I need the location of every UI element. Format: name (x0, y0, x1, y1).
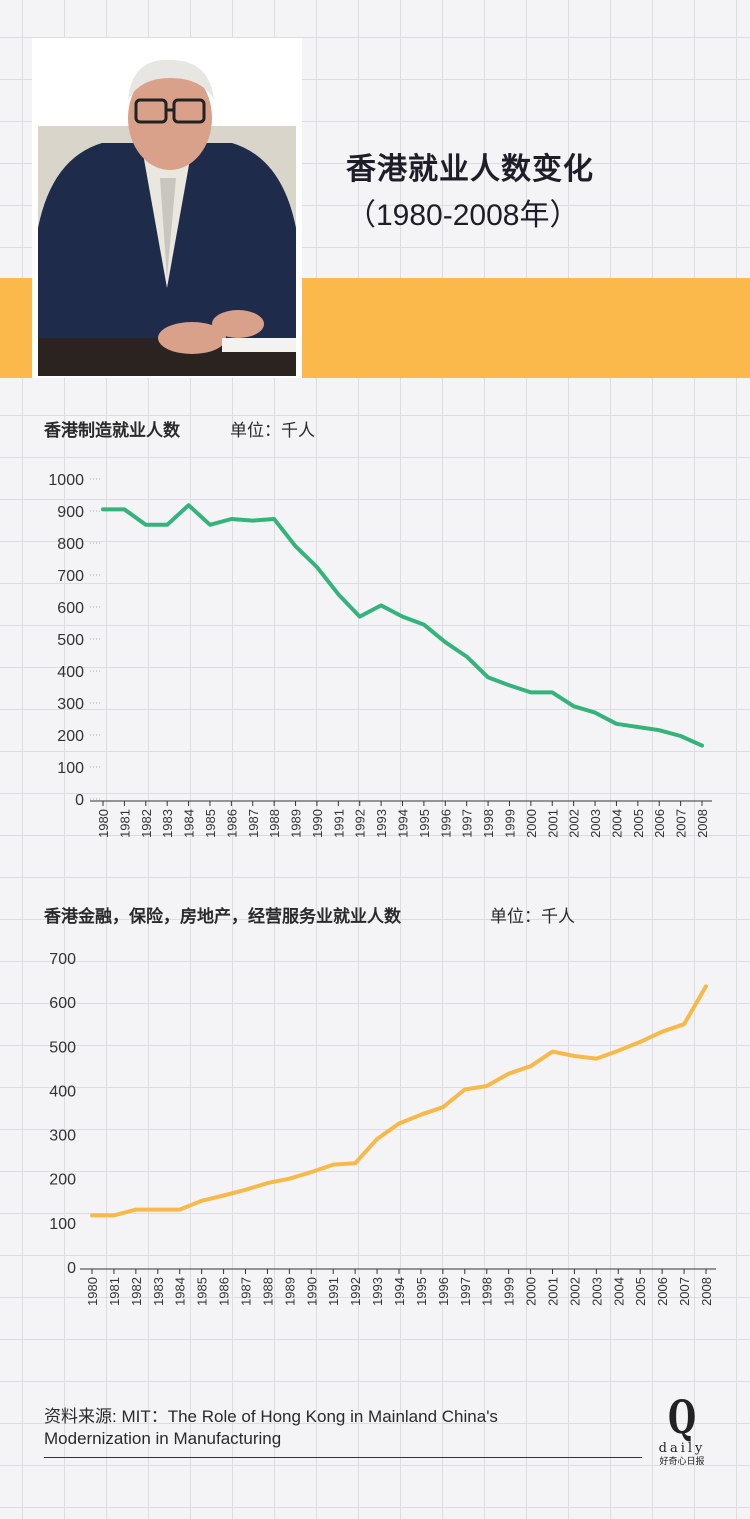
x-tick-label: 1993 (374, 809, 389, 838)
source-line-2: Modernization in Manufacturing (44, 1429, 282, 1448)
y-tick-label: 600 (49, 995, 76, 1012)
x-tick-label: 1998 (480, 1277, 495, 1306)
x-tick-label: 1997 (460, 809, 475, 838)
x-tick-label: 1981 (117, 809, 132, 838)
chart1-unit: 单位：千人 (230, 421, 315, 440)
x-tick-label: 1986 (217, 1277, 232, 1306)
x-tick-label: 2004 (611, 1277, 626, 1306)
x-tick-label: 1984 (182, 809, 197, 838)
x-tick-label: 1999 (502, 1277, 517, 1306)
x-tick-label: 1982 (139, 809, 154, 838)
x-tick-label: 1986 (224, 809, 239, 838)
x-tick-label: 2006 (655, 1277, 670, 1306)
x-tick-label: 1983 (151, 1277, 166, 1306)
source-note: 资料来源: MIT：The Role of Hong Kong in Mainl… (44, 1406, 604, 1450)
x-tick-label: 2006 (652, 809, 667, 838)
x-tick-label: 1985 (203, 809, 218, 838)
qdaily-logo: Q daily 好奇心日报 (652, 1392, 712, 1472)
x-tick-label: 1995 (417, 809, 432, 838)
x-tick-label: 2005 (631, 809, 646, 838)
series-line (90, 984, 708, 1218)
x-tick-label: 1992 (353, 809, 368, 838)
x-tick-label: 1980 (85, 1277, 100, 1306)
chart1-title: 香港制造就业人数 (44, 421, 180, 440)
x-tick-label: 1984 (173, 1277, 188, 1306)
y-tick-label: 100 (49, 1216, 76, 1233)
x-tick-label: 2003 (589, 1277, 604, 1306)
x-tick-label: 2003 (588, 809, 603, 838)
portrait-photo (32, 38, 302, 378)
x-tick-label: 1981 (107, 1277, 122, 1306)
y-tick-label: 300 (49, 1128, 76, 1145)
x-tick-label: 2008 (699, 1277, 714, 1306)
page-title: 香港就业人数变化 (346, 153, 594, 186)
x-tick-label: 2008 (695, 809, 710, 838)
logo-letter: Q (667, 1390, 697, 1444)
y-tick-label: 200 (57, 728, 84, 745)
y-tick-label: 500 (57, 632, 84, 649)
x-tick-label: 2001 (545, 809, 560, 838)
y-tick-label: 700 (49, 951, 76, 968)
x-tick-label: 1982 (129, 1277, 144, 1306)
y-tick-label: 200 (49, 1172, 76, 1189)
x-tick-label: 1996 (438, 809, 453, 838)
manufacturing-chart: 0 100 200 300 400 500 600 700 800 900 1000 1980 1981… (48, 472, 712, 838)
x-tick-label: 2007 (677, 1277, 692, 1306)
y-tick-label: 1000 (48, 472, 84, 489)
x-tick-label: 2005 (633, 1277, 648, 1306)
y-tick-label: 0 (75, 792, 84, 809)
x-tick-label: 1988 (267, 809, 282, 838)
x-tick-label: 1988 (260, 1277, 275, 1306)
x-tick-label: 1985 (195, 1277, 210, 1306)
x-tick-label: 1999 (502, 809, 517, 838)
x-tick-label: 1983 (160, 809, 175, 838)
x-tick-label: 1992 (348, 1277, 363, 1306)
y-tick-label: 900 (57, 504, 84, 521)
x-tick-label: 1980 (96, 809, 111, 838)
x-tick-label: 1994 (396, 809, 411, 838)
series-line (101, 503, 704, 748)
y-tick-label: 800 (57, 536, 84, 553)
x-tick-label: 1987 (246, 809, 261, 838)
x-tick-label: 2004 (609, 809, 624, 838)
y-tick-label: 600 (57, 600, 84, 617)
x-tick-label: 1996 (436, 1277, 451, 1306)
x-tick-label: 1990 (304, 1277, 319, 1306)
y-tick-label: 500 (49, 1039, 76, 1056)
x-tick-label: 1998 (481, 809, 496, 838)
x-tick-label: 2000 (524, 809, 539, 838)
y-tick-label: 400 (49, 1083, 76, 1100)
x-tick-label: 1989 (282, 1277, 297, 1306)
x-tick-label: 2001 (546, 1277, 561, 1306)
x-tick-label: 2002 (567, 809, 582, 838)
x-tick-label: 2000 (524, 1277, 539, 1306)
chart2-title: 香港金融，保险，房地产，经营服务业就业人数 (44, 907, 401, 926)
services-chart: 0 100 200 300 400 500 600 700 1980 1981 1982 1983 19… (49, 951, 716, 1306)
x-tick-label: 1990 (310, 809, 325, 838)
y-tick-label: 100 (57, 760, 84, 777)
x-tick-label: 1991 (331, 809, 346, 838)
x-tick-label: 1994 (392, 1277, 407, 1306)
x-tick-label: 1997 (458, 1277, 473, 1306)
x-tick-label: 2007 (674, 809, 689, 838)
source-line-1: 资料来源: MIT：The Role of Hong Kong in Mainl… (44, 1407, 498, 1426)
y-tick-label: 300 (57, 696, 84, 713)
chart2-unit: 单位：千人 (490, 907, 575, 926)
x-tick-label: 1989 (289, 809, 304, 838)
x-tick-label: 1993 (370, 1277, 385, 1306)
x-tick-label: 2002 (567, 1277, 582, 1306)
x-tick-label: 1995 (414, 1277, 429, 1306)
footer-divider (44, 1457, 642, 1458)
y-tick-label: 400 (57, 664, 84, 681)
page-subtitle: （1980-2008年） (346, 199, 580, 232)
y-tick-label: 0 (67, 1260, 76, 1277)
x-tick-label: 1991 (326, 1277, 341, 1306)
y-tick-label: 700 (57, 568, 84, 585)
x-tick-label: 1987 (239, 1277, 254, 1306)
logo-cn: 好奇心日报 (659, 1456, 705, 1466)
logo-word: daily (658, 1441, 706, 1456)
